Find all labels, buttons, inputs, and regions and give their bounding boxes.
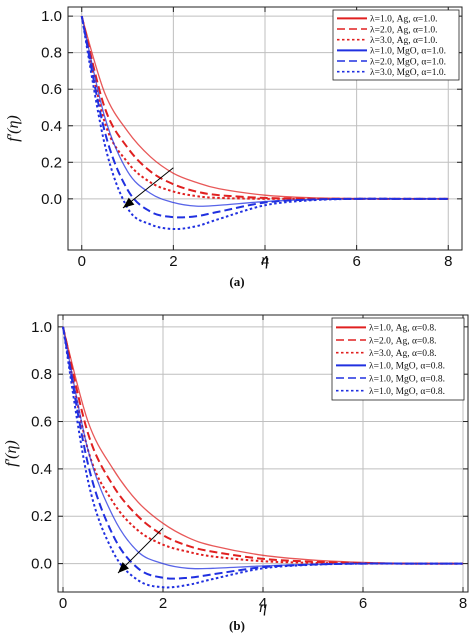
legend-entry-label: λ=2.0, Ag, α=1.0. [370, 25, 438, 35]
trend-arrow-head [118, 562, 129, 574]
x-tick-label: 2 [169, 253, 177, 270]
y-tick-label: 0.4 [41, 118, 62, 135]
legend-entry-label: λ=2.0, Ag, α=0.8. [369, 336, 437, 346]
x-tick-label: 6 [352, 253, 360, 270]
x-axis-label: η [259, 599, 267, 616]
y-tick-label: 0.6 [31, 414, 52, 431]
x-tick-label: 4 [259, 595, 267, 612]
y-tick-label: 1.0 [41, 8, 62, 25]
y-axis-label: f′(η) [5, 115, 22, 142]
x-tick-label: 0 [59, 595, 67, 612]
legend-entry-label: λ=1.0, MgO, α=0.8. [369, 387, 445, 397]
series-group [80, 15, 449, 231]
x-axis-label: η [261, 252, 269, 269]
legend-entry-label: λ=2.0, MgO, α=1.0. [370, 57, 446, 67]
legend-entry-label: λ=1.0, Ag, α=0.8. [369, 324, 437, 334]
x-tick-label: 2 [159, 595, 167, 612]
legend-entry-label: λ=3.0, Ag, α=0.8. [369, 349, 437, 359]
y-tick-label: 1.0 [31, 319, 52, 336]
x-tick-label: 4 [261, 253, 269, 270]
y-tick-label: 0.2 [41, 154, 62, 171]
x-tick-label: 0 [78, 253, 86, 270]
trend-arrow-head [122, 197, 135, 208]
x-tick-label: 8 [459, 595, 467, 612]
series-line-5 [80, 15, 449, 219]
x-tick-label: 8 [444, 253, 452, 270]
legend-entry-label: λ=1.0, MgO, α=0.8. [369, 362, 445, 372]
y-tick-label: 0.4 [31, 461, 52, 478]
x-tick-label: 6 [359, 595, 367, 612]
y-axis-label: f′(η) [3, 440, 20, 467]
y-tick-label: 0.2 [31, 508, 52, 525]
chart-panel-1: 0 2 4 6 8 0.0 0.2 0.4 0.6 0.8 1.0 η f′(η) λ=1.0, Ag, … [5, 6, 463, 270]
legend-entry-label: λ=3.0, MgO, α=1.0. [370, 68, 446, 78]
y-tick-label: 0.0 [31, 556, 52, 573]
legend-frame [332, 9, 460, 81]
y-tick-label: 0.8 [41, 45, 62, 62]
series-line-5 [62, 326, 463, 580]
series-line-6 [62, 326, 463, 589]
panel-label: (b) [229, 618, 245, 633]
series-line-2 [62, 326, 464, 565]
legend-entry-label: λ=3.0, Ag, α=1.0. [370, 36, 438, 46]
legend-entry-label: λ=1.0, MgO, α=0.8. [369, 374, 445, 384]
legend: λ=1.0, Ag, α=1.0.λ=2.0, Ag, α=1.0.λ=3.0,… [332, 9, 460, 81]
chart-panel-2: 0 2 4 6 8 0.0 0.2 0.4 0.6 0.8 1.0 η f′(η) λ=1.0, Ag, … [3, 314, 469, 616]
y-tick-label: 0.8 [31, 366, 52, 383]
y-tick-label: 0.6 [41, 81, 62, 98]
y-tick-label: 0.0 [41, 191, 62, 208]
panel-label: (a) [229, 274, 244, 289]
legend-entry-label: λ=1.0, Ag, α=1.0. [370, 15, 438, 25]
series-group [62, 326, 464, 589]
legend-frame [331, 317, 465, 401]
legend: λ=1.0, Ag, α=0.8. λ=2.0, Ag, α=0.8. λ=3.0,… [331, 317, 465, 401]
legend-entry-label: λ=1.0, MgO, α=1.0. [370, 47, 446, 57]
